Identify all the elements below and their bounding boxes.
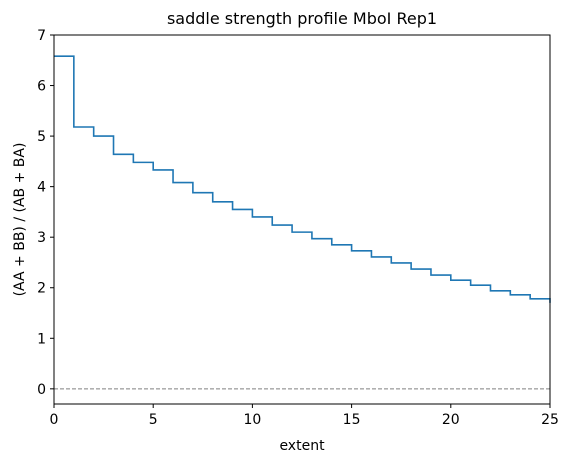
chart-title: saddle strength profile MboI Rep1 [167,9,437,28]
y-axis: 0 1 2 3 4 5 6 7 [37,28,54,398]
x-tick-label: 10 [243,412,261,428]
x-tick-label: 25 [541,412,559,428]
y-tick-label: 0 [37,382,46,398]
plot-frame [53,34,551,405]
y-tick-label: 5 [37,129,46,145]
x-tick-label: 0 [50,412,59,428]
y-tick-label: 6 [37,79,46,95]
y-tick-label: 1 [37,331,46,347]
x-axis-label: extent [279,438,325,454]
y-tick-label: 2 [37,281,46,297]
x-axis: 0 5 10 15 20 25 [50,404,559,428]
x-tick-label: 15 [343,412,361,428]
x-tick-label: 20 [442,412,460,428]
y-tick-label: 7 [37,28,46,44]
y-tick-label: 4 [37,180,46,196]
plot-area [54,55,551,390]
y-tick-label: 3 [37,230,46,246]
x-tick-label: 5 [149,412,158,428]
y-axis-label: (AA + BB) / (AB + BA) [12,143,28,297]
series-line-0 [54,55,551,303]
